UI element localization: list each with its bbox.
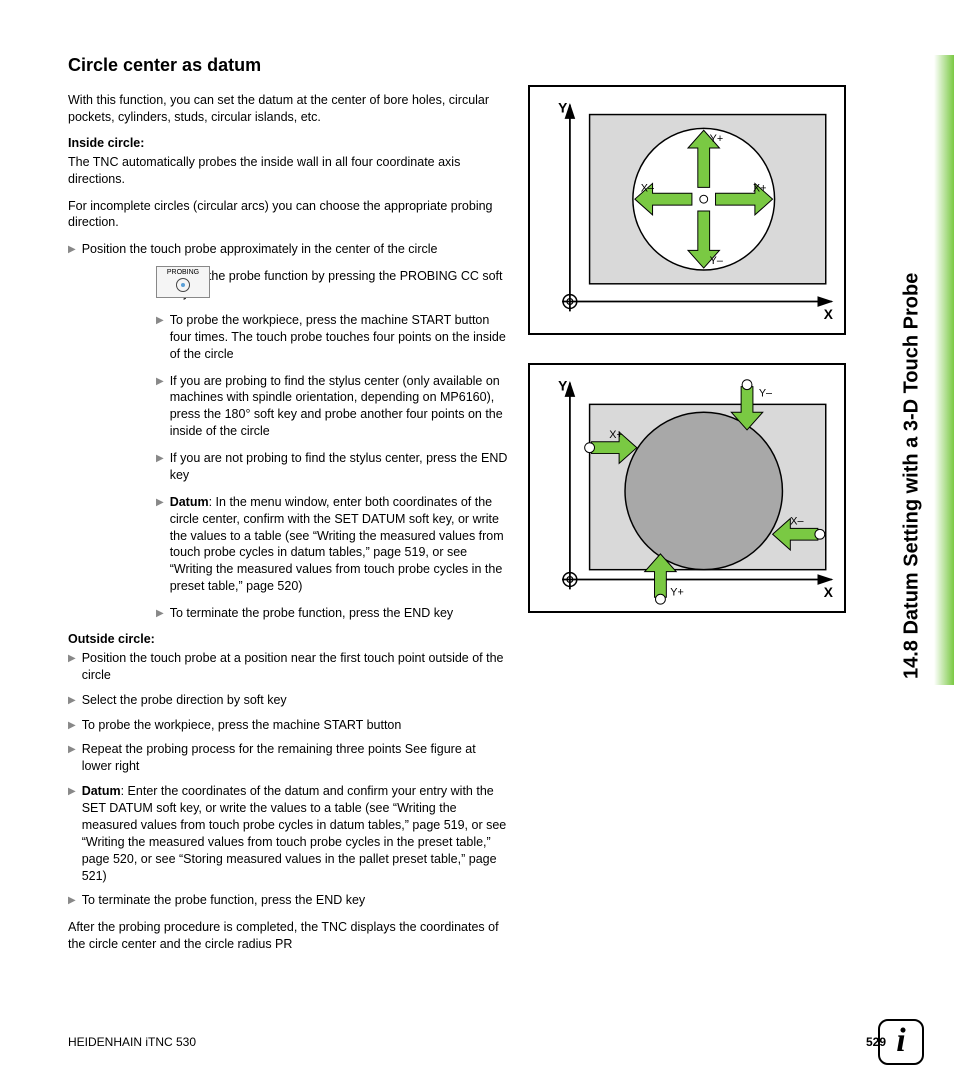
bullet-icon: ▶: [68, 692, 76, 709]
inside-bullet-0: Position the touch probe approximately i…: [82, 241, 508, 258]
bullet-icon: ▶: [68, 717, 76, 734]
datum-bold: Datum: [82, 784, 121, 798]
outside-step-1: Select the probe direction by soft key: [82, 692, 508, 709]
inside-circle-label: Inside circle:: [68, 136, 508, 150]
bullet-icon: ▶: [156, 605, 164, 622]
xplus-label: X+: [753, 182, 767, 194]
bullet-icon: ▶: [68, 241, 76, 258]
inside-step-2: If you are probing to find the stylus ce…: [170, 373, 508, 441]
outside-step-datum: Datum: Enter the coordinates of the datu…: [82, 783, 508, 884]
inside-step-datum: Datum: In the menu window, enter both co…: [170, 494, 508, 595]
probing-icon-circle: [176, 278, 190, 292]
inside-step-5: To terminate the probe function, press t…: [170, 605, 508, 622]
yminus-label: Y–: [710, 255, 724, 267]
inside-step-1: To probe the workpiece, press the machin…: [170, 312, 508, 363]
outside-step-0: Position the touch probe at a position n…: [82, 650, 508, 684]
bullet-icon: ▶: [68, 892, 76, 909]
closing-paragraph: After the probing procedure is completed…: [68, 919, 508, 953]
outside-step-3: Repeat the probing process for the remai…: [82, 741, 508, 775]
inside-p1: The TNC automatically probes the inside …: [68, 154, 508, 188]
section-tab: 14.8 Datum Setting with a 3-D Touch Prob…: [896, 55, 954, 685]
inside-step-3: If you are not probing to find the stylu…: [170, 450, 508, 484]
datum-rest: : Enter the coordinates of the datum and…: [82, 784, 507, 882]
inside-p2: For incomplete circles (circular arcs) y…: [68, 198, 508, 232]
datum-rest: : In the menu window, enter both coordin…: [170, 495, 504, 593]
outside-step-2: To probe the workpiece, press the machin…: [82, 717, 508, 734]
y-axis-label: Y: [558, 379, 567, 394]
bullet-icon: ▶: [68, 741, 76, 775]
x-axis-label: X: [824, 307, 834, 322]
intro-paragraph: With this function, you can set the datu…: [68, 92, 508, 126]
x-axis-label: X: [824, 585, 834, 600]
bullet-icon: ▶: [156, 373, 164, 441]
yplus-label: Y+: [710, 133, 724, 145]
page-footer: HEIDENHAIN iTNC 530 529: [68, 1035, 886, 1049]
inside-circle-diagram: X Y Y+ Y– X– X+: [528, 85, 846, 335]
y-axis-label: Y: [558, 101, 567, 116]
datum-bold: Datum: [170, 495, 209, 509]
xminus-label: X–: [641, 182, 655, 194]
footer-product: HEIDENHAIN iTNC 530: [68, 1035, 196, 1049]
bullet-icon: ▶: [156, 494, 164, 595]
outside-circle-label: Outside circle:: [68, 632, 508, 646]
section-title: 14.8 Datum Setting with a 3-D Touch Prob…: [892, 55, 932, 685]
xminus-label: X–: [790, 515, 804, 527]
probing-cc-softkey-icon: PROBING: [156, 266, 210, 298]
probing-icon-label: PROBING: [167, 269, 199, 276]
bullet-icon: ▶: [68, 650, 76, 684]
yplus-label: Y+: [670, 586, 684, 598]
inside-step-0: Select the probe function by pressing th…: [170, 268, 508, 302]
bullet-icon: ▶: [68, 783, 76, 884]
bullet-icon: ▶: [156, 312, 164, 363]
xplus-label: X+: [609, 429, 623, 441]
outside-step-5: To terminate the probe function, press t…: [82, 892, 508, 909]
yminus-label: Y–: [759, 387, 773, 399]
tab-gradient: [934, 55, 954, 685]
outside-circle-diagram: X Y Y– Y+ X+ X–: [528, 363, 846, 613]
bullet-icon: ▶: [156, 450, 164, 484]
info-icon: i: [878, 1019, 924, 1065]
page-heading: Circle center as datum: [68, 55, 508, 76]
